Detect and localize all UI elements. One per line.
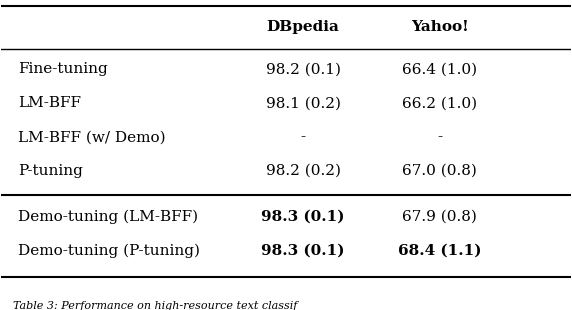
Text: Table 3: Performance on high-resource text classif: Table 3: Performance on high-resource te… [13,301,297,310]
Text: LM-BFF (w/ Demo): LM-BFF (w/ Demo) [18,130,166,144]
Text: DBpedia: DBpedia [267,20,340,34]
Text: Demo-tuning (LM-BFF): Demo-tuning (LM-BFF) [18,209,198,224]
Text: 98.3 (0.1): 98.3 (0.1) [261,209,345,224]
Text: P-tuning: P-tuning [18,164,84,178]
Text: 98.2 (0.1): 98.2 (0.1) [265,62,340,76]
Text: 67.9 (0.8): 67.9 (0.8) [402,209,477,224]
Text: LM-BFF: LM-BFF [18,96,81,110]
Text: 68.4 (1.1): 68.4 (1.1) [398,243,482,257]
Text: 98.2 (0.2): 98.2 (0.2) [265,164,340,178]
Text: -: - [300,130,305,144]
Text: -: - [437,130,442,144]
Text: Demo-tuning (P-tuning): Demo-tuning (P-tuning) [18,243,200,258]
Text: Fine-tuning: Fine-tuning [18,62,108,76]
Text: 66.2 (1.0): 66.2 (1.0) [402,96,477,110]
Text: 67.0 (0.8): 67.0 (0.8) [402,164,477,178]
Text: 66.4 (1.0): 66.4 (1.0) [402,62,477,76]
Text: Yahoo!: Yahoo! [411,20,468,34]
Text: 98.3 (0.1): 98.3 (0.1) [261,243,345,257]
Text: 98.1 (0.2): 98.1 (0.2) [265,96,340,110]
